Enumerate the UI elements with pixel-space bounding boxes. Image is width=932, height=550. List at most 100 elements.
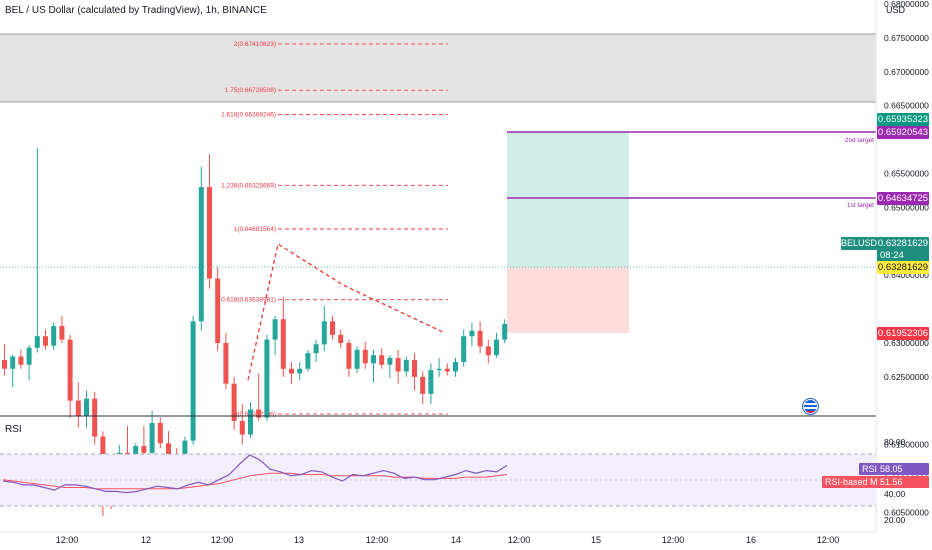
candle[interactable] (59, 315, 65, 343)
fib-level-label: 1.75(0.66728508) (225, 87, 276, 94)
rsi-ma-name-tag: RSI-based MA (822, 476, 887, 488)
candle[interactable] (428, 363, 434, 405)
candle[interactable] (92, 391, 98, 445)
candle-body (67, 339, 73, 401)
candle[interactable] (444, 363, 450, 376)
candle[interactable] (420, 371, 426, 405)
rsi-value-tag: 58.05 (877, 463, 929, 475)
candle[interactable] (75, 382, 81, 428)
candle-body (502, 324, 508, 340)
candle[interactable] (321, 305, 327, 352)
candle-body (321, 321, 327, 345)
fib-level-label: 1(0.64681564) (234, 226, 276, 233)
candle-body (84, 398, 89, 417)
fib-level-label: 1.236(0.65325669) (221, 182, 276, 189)
candle-body (412, 359, 417, 377)
candle[interactable] (379, 348, 385, 369)
candle[interactable] (354, 346, 360, 373)
candle[interactable] (362, 341, 368, 369)
candle-body (272, 319, 278, 340)
candle[interactable] (461, 329, 467, 367)
price-axis-label: 0.67500000 (884, 33, 929, 43)
candle[interactable] (469, 322, 475, 347)
candle[interactable] (256, 373, 262, 421)
candle[interactable] (502, 319, 508, 343)
candle[interactable] (157, 417, 163, 449)
price-axis-label: 0.63000000 (884, 338, 929, 348)
candle[interactable] (67, 334, 73, 418)
candle-body (92, 398, 98, 437)
fib-extension[interactable]: 2(0.67410823) 1.75(0.66728508) 1.618(0.663… (221, 41, 448, 418)
candle-body (18, 356, 24, 365)
candle[interactable] (371, 349, 376, 383)
abc-pattern[interactable] (247, 242, 446, 381)
candle[interactable] (485, 339, 491, 364)
time-axis[interactable]: 12:00 12 12:00 13 12:00 14 12:00 15 12:00 16 12:00 (56, 535, 840, 545)
candles[interactable] (2, 147, 508, 516)
candle[interactable] (346, 339, 352, 377)
candle-body (371, 355, 376, 364)
candle[interactable] (264, 334, 270, 421)
candle-body (10, 356, 16, 369)
candle-body (362, 349, 368, 364)
candle[interactable] (10, 354, 16, 388)
candle[interactable] (453, 357, 458, 377)
candle-body (289, 368, 294, 374)
candle-body (297, 368, 303, 374)
candle-body (280, 319, 286, 369)
candle[interactable] (436, 357, 442, 377)
candle[interactable] (223, 332, 229, 390)
rsi-axis[interactable]: 80.00 40.00 20.00 (884, 437, 906, 525)
price-axis-label: 0.68000000 (884, 0, 929, 9)
candle[interactable] (207, 154, 212, 289)
candle[interactable] (330, 315, 335, 340)
candle[interactable] (272, 315, 278, 356)
us-flag-icon[interactable] (803, 399, 818, 414)
upper-price-badge: 0.65935323 (877, 113, 929, 126)
candle[interactable] (43, 329, 48, 350)
profit-zone[interactable] (507, 132, 629, 267)
candle[interactable] (18, 349, 24, 369)
candle[interactable] (84, 390, 89, 428)
candle[interactable] (477, 321, 483, 354)
candle-body (207, 187, 212, 279)
candle[interactable] (387, 355, 393, 379)
currency-label[interactable]: USD (886, 5, 906, 15)
candle[interactable] (2, 344, 7, 376)
candle[interactable] (313, 339, 319, 362)
candle[interactable] (338, 329, 344, 349)
rsi-pane-label[interactable]: RSI (5, 424, 22, 435)
time-axis-label: 12:00 (817, 535, 840, 545)
time-axis-label: 15 (591, 535, 601, 545)
candle[interactable] (231, 376, 237, 430)
symbol-title[interactable]: BEL / US Dollar (calculated by TradingVi… (5, 5, 267, 16)
candle[interactable] (239, 404, 245, 445)
loss-zone[interactable] (507, 267, 629, 333)
candle[interactable] (494, 332, 499, 358)
candle[interactable] (190, 315, 196, 445)
candle-body (26, 347, 32, 365)
second-target-badge: 0.65920543 (877, 126, 929, 139)
candle-body (198, 187, 204, 322)
candle[interactable] (51, 322, 57, 350)
candle[interactable] (198, 166, 204, 331)
candle-body (338, 334, 344, 343)
rsi-ma-line (2, 472, 508, 490)
candle[interactable] (289, 361, 294, 384)
candle[interactable] (248, 402, 253, 438)
candle[interactable] (395, 349, 401, 384)
candle-body (346, 343, 352, 369)
time-axis-label: 12:00 (508, 535, 531, 545)
candle[interactable] (215, 267, 221, 352)
candle[interactable] (403, 356, 409, 377)
candle-body (330, 321, 335, 335)
candle[interactable] (280, 296, 286, 377)
rsi-name-tag: RSI (859, 463, 881, 475)
candle[interactable] (34, 147, 40, 353)
candle[interactable] (412, 353, 417, 391)
candle[interactable] (26, 345, 32, 381)
candle[interactable] (305, 349, 311, 372)
time-axis-label: 12 (141, 535, 151, 545)
candle[interactable] (297, 361, 303, 381)
